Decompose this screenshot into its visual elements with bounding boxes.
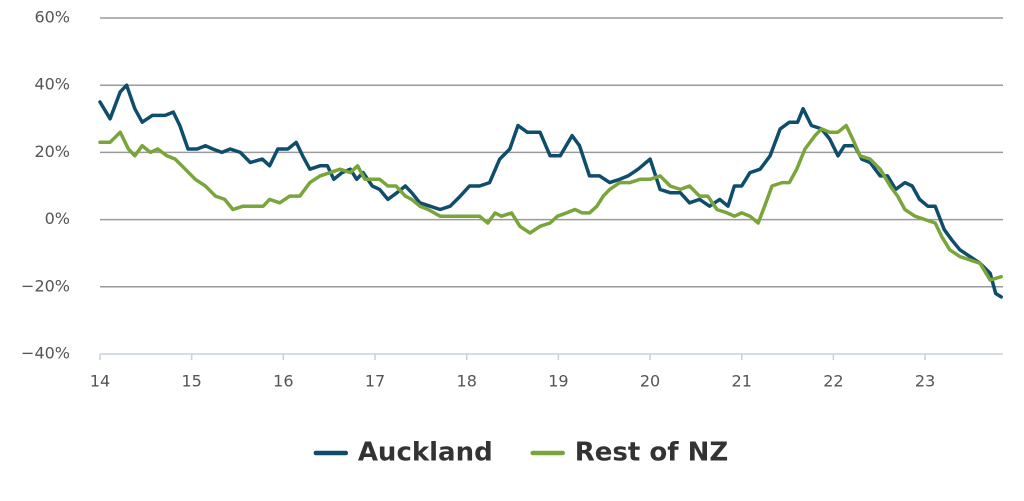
x-tick-label: 21 (732, 372, 752, 391)
y-tick-label: −20% (21, 276, 70, 295)
y-tick-label: −40% (21, 344, 70, 363)
legend-label: Rest of NZ (575, 438, 728, 468)
x-tick-label: 23 (915, 372, 935, 391)
y-tick-label: 0% (45, 209, 70, 228)
y-tick-label: 60% (34, 8, 70, 27)
x-tick-label: 22 (823, 372, 843, 391)
x-tick-label: 20 (640, 372, 660, 391)
y-tick-label: 40% (34, 75, 70, 94)
series-line (98, 123, 1003, 282)
x-tick-label: 15 (181, 372, 201, 391)
y-tick-label: 20% (34, 142, 70, 161)
x-tick-label: 18 (457, 372, 477, 391)
x-tick-label: 16 (273, 372, 293, 391)
legend-label: Auckland (358, 438, 493, 468)
x-tick-label: 14 (90, 372, 110, 391)
x-tick-label: 17 (365, 372, 385, 391)
series-line (98, 83, 1003, 299)
x-tick-label: 19 (548, 372, 568, 391)
